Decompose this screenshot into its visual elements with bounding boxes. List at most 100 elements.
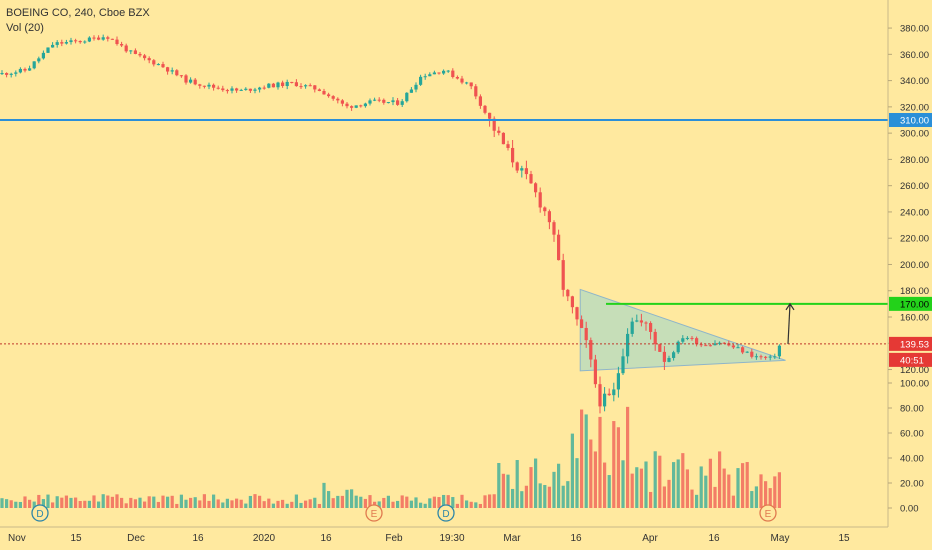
candle-body — [409, 89, 413, 93]
volume-bar — [290, 501, 294, 508]
candle-body — [327, 94, 331, 97]
volume-bar — [534, 458, 538, 508]
volume-bar — [662, 486, 666, 508]
volume-indicator-label[interactable]: Vol (20) — [6, 22, 44, 34]
candle-body — [294, 82, 298, 87]
svg-text:40:51: 40:51 — [900, 355, 924, 366]
volume-bar — [478, 503, 482, 508]
svg-text:D: D — [36, 509, 43, 520]
candle-body — [745, 351, 749, 353]
candle-body — [129, 50, 133, 52]
candle-body — [317, 89, 321, 91]
volume-bar — [78, 501, 82, 508]
candle-body — [354, 105, 358, 108]
event-marker-e[interactable]: E — [365, 504, 383, 522]
volume-bar — [143, 501, 147, 508]
candle-body — [198, 84, 202, 86]
volume-bar — [598, 416, 602, 508]
candle-body — [432, 72, 436, 75]
volume-bar — [400, 495, 404, 508]
volume-bar — [304, 500, 308, 508]
candle-body — [736, 347, 740, 349]
candle-body — [14, 72, 18, 74]
price-tick-label: 220.00 — [900, 234, 929, 245]
price-tick-label: 120.00 — [900, 365, 929, 376]
candle-body — [345, 103, 349, 107]
candle-body — [612, 389, 616, 396]
volume-bar — [497, 462, 501, 508]
candle-body — [336, 98, 340, 101]
volume-bar — [731, 495, 735, 508]
price-label-countdown[interactable]: 40:51 — [889, 352, 932, 367]
candle-body — [718, 342, 722, 344]
volume-bar — [483, 495, 487, 508]
price-tick-label: 20.00 — [900, 479, 924, 490]
volume-bar — [667, 479, 671, 508]
candle-body — [667, 357, 671, 362]
candle-body — [350, 106, 354, 108]
volume-bar — [626, 406, 630, 508]
volume-bar — [294, 494, 298, 508]
event-marker-e[interactable]: E — [759, 504, 777, 522]
candle-body — [446, 70, 450, 72]
candle-body — [593, 359, 597, 385]
candle-body — [649, 323, 653, 332]
volume-bar — [409, 500, 413, 508]
symbol-title[interactable]: BOEING CO, 240, Cboe BZX — [6, 7, 150, 19]
candle-body — [515, 162, 519, 171]
volume-bar — [133, 499, 137, 508]
candle-body — [110, 38, 114, 40]
volume-bar — [258, 495, 262, 508]
candle-body — [616, 373, 620, 390]
price-label-breakout[interactable]: 170.00 — [889, 296, 932, 311]
candle-body — [64, 42, 68, 44]
candle-body — [419, 76, 423, 85]
breakout-arrow — [785, 302, 795, 344]
candle-body — [465, 82, 469, 84]
candle-body — [511, 147, 515, 163]
candle-body — [759, 356, 763, 358]
candle-body — [460, 78, 464, 83]
volume-bar — [561, 485, 565, 508]
volume-bar — [97, 501, 101, 508]
volume-bar — [704, 475, 708, 508]
volume-bar — [547, 486, 551, 508]
volume-bar — [690, 489, 694, 508]
volume-bar — [69, 497, 73, 508]
volume-bar — [198, 500, 202, 508]
candle-body — [262, 87, 266, 89]
volume-bar — [672, 462, 676, 508]
volume-bar — [773, 476, 777, 508]
volume-bar — [414, 497, 418, 508]
candle-body — [373, 99, 377, 101]
volume-bar — [202, 494, 206, 508]
time-tick-label: 16 — [192, 533, 204, 544]
candle-body — [658, 344, 662, 352]
volume-bar — [616, 427, 620, 508]
volume-bar — [566, 481, 570, 508]
event-marker-d[interactable]: D — [31, 504, 49, 522]
volume-bar — [110, 496, 114, 508]
volume-bar — [442, 494, 446, 508]
volume-bar — [138, 497, 142, 508]
candle-body — [32, 61, 36, 69]
volume-bar — [741, 463, 745, 508]
volume-bar — [607, 475, 611, 508]
candle-body — [777, 345, 781, 357]
arrow-shaft — [787, 303, 791, 344]
candle-body — [124, 45, 128, 52]
event-marker-d[interactable]: D — [437, 504, 455, 522]
volume-bar — [244, 503, 248, 508]
price-label-resistance[interactable]: 310.00 — [889, 113, 932, 127]
volume-bar — [248, 495, 252, 508]
volume-bar — [101, 494, 105, 508]
candle-body — [179, 75, 183, 77]
volume-bar — [603, 462, 607, 508]
volume-bar — [759, 474, 763, 508]
volume-bar — [83, 500, 87, 508]
candle-body — [400, 101, 404, 105]
candle-body — [212, 84, 216, 88]
candle-body — [722, 342, 726, 344]
candle-body — [60, 42, 64, 44]
price-label-last-price[interactable]: 139.53 — [889, 336, 932, 351]
